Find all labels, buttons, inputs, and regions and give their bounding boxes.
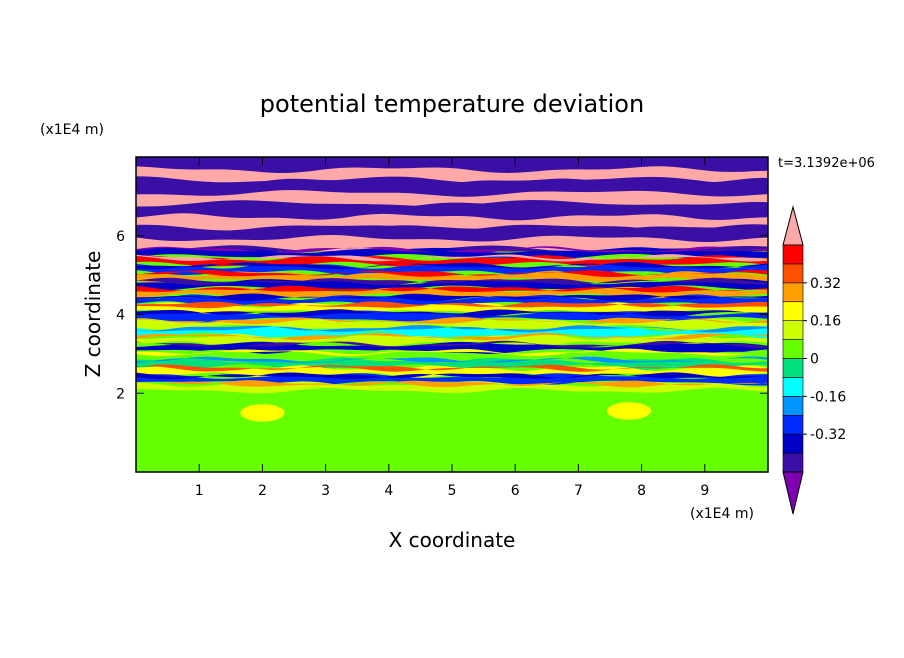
x-axis: 1 2 3 4 5 6 7 8 9 — [195, 157, 709, 499]
x-tick-label: 7 — [574, 483, 583, 499]
lower-blob — [136, 438, 219, 472]
x-axis-label: X coordinate — [389, 528, 516, 552]
plot-area — [136, 157, 768, 472]
x-tick-label: 5 — [448, 483, 457, 499]
middle-band-stripe — [136, 309, 768, 317]
chart-title: potential temperature deviation — [260, 90, 644, 118]
middle-band-stripe — [136, 325, 768, 333]
colorbar-segment — [782, 396, 804, 416]
colorbar-segment — [782, 301, 804, 321]
colorbar-extend-bottom — [782, 471, 804, 515]
middle-band-stripe — [136, 364, 768, 372]
middle-band-stripe — [136, 301, 768, 309]
colorbar-segment — [782, 282, 804, 303]
colorbar-segment — [782, 358, 804, 378]
y-tick-label: 2 — [116, 386, 125, 402]
colorbar-segment — [782, 452, 804, 473]
x-tick-label: 1 — [195, 483, 204, 499]
middle-band-stripe — [136, 317, 768, 325]
colorbar-segment — [782, 377, 804, 397]
colorbar-extend-top — [782, 205, 804, 246]
upper-band — [136, 190, 768, 207]
colorbar-label: -0.16 — [810, 389, 846, 405]
lower-blob — [464, 410, 604, 447]
colorbar-label: -0.32 — [810, 427, 846, 443]
middle-band-stripe — [136, 380, 768, 388]
middle-band-stripe — [136, 254, 768, 262]
middle-band-stripe — [136, 269, 768, 278]
middle-band — [136, 270, 768, 284]
lower-blob — [281, 407, 370, 443]
x-tick-label: 6 — [511, 483, 520, 499]
colorbar-segment — [782, 320, 804, 340]
middle-band-stripe — [136, 246, 768, 253]
colorbar-segment — [782, 263, 804, 284]
colorbar-label: 0 — [810, 352, 819, 368]
x-tick-label: 3 — [321, 483, 330, 499]
middle-band-stripe — [136, 277, 768, 286]
middle-band-stripe — [136, 356, 768, 363]
upper-band — [136, 225, 768, 242]
middle-band-stripe — [136, 332, 768, 341]
middle-band-stripe — [136, 372, 768, 380]
upper-band — [136, 201, 768, 219]
lower-blob — [344, 434, 459, 471]
y-axis: 2 4 6 — [116, 229, 768, 402]
y-axis-label: Z coordinate — [81, 251, 105, 378]
lower-blob-core — [616, 407, 642, 415]
middle-band — [136, 333, 768, 347]
x-tick-label: 4 — [384, 483, 393, 499]
colorbar-segment — [782, 244, 804, 265]
colorbar-segment — [782, 433, 804, 454]
y-tick-label: 6 — [116, 229, 125, 245]
y-tick-label: 4 — [116, 308, 125, 324]
colorbar-label: 0.32 — [810, 276, 841, 292]
middle-band-stripe — [136, 348, 768, 356]
lower-blob — [628, 430, 718, 459]
middle-band-stripe — [136, 285, 768, 293]
colorbar-segment — [782, 339, 804, 359]
x-tick-label: 2 — [258, 483, 267, 499]
x-unit-label: (x1E4 m) — [690, 506, 754, 522]
colorbar-label: 0.16 — [810, 314, 841, 330]
time-label: t=3.1392e+06 — [778, 156, 875, 171]
colorbar-segment — [782, 414, 804, 435]
y-unit-label: (x1E4 m) — [40, 122, 104, 138]
x-tick-label: 8 — [637, 483, 646, 499]
middle-band-stripe — [136, 262, 768, 270]
lower-blob — [660, 407, 768, 435]
colorbar: 0.32 0.16 0 -0.16 -0.32 — [782, 205, 846, 515]
upper-band — [136, 235, 768, 252]
x-tick-label: 9 — [700, 483, 709, 499]
middle-band — [136, 318, 768, 330]
upper-band — [136, 177, 768, 196]
lower-blob-core — [249, 409, 276, 417]
upper-band — [136, 213, 768, 231]
middle-band-stripe — [136, 293, 768, 301]
middle-band-stripe — [136, 340, 768, 348]
